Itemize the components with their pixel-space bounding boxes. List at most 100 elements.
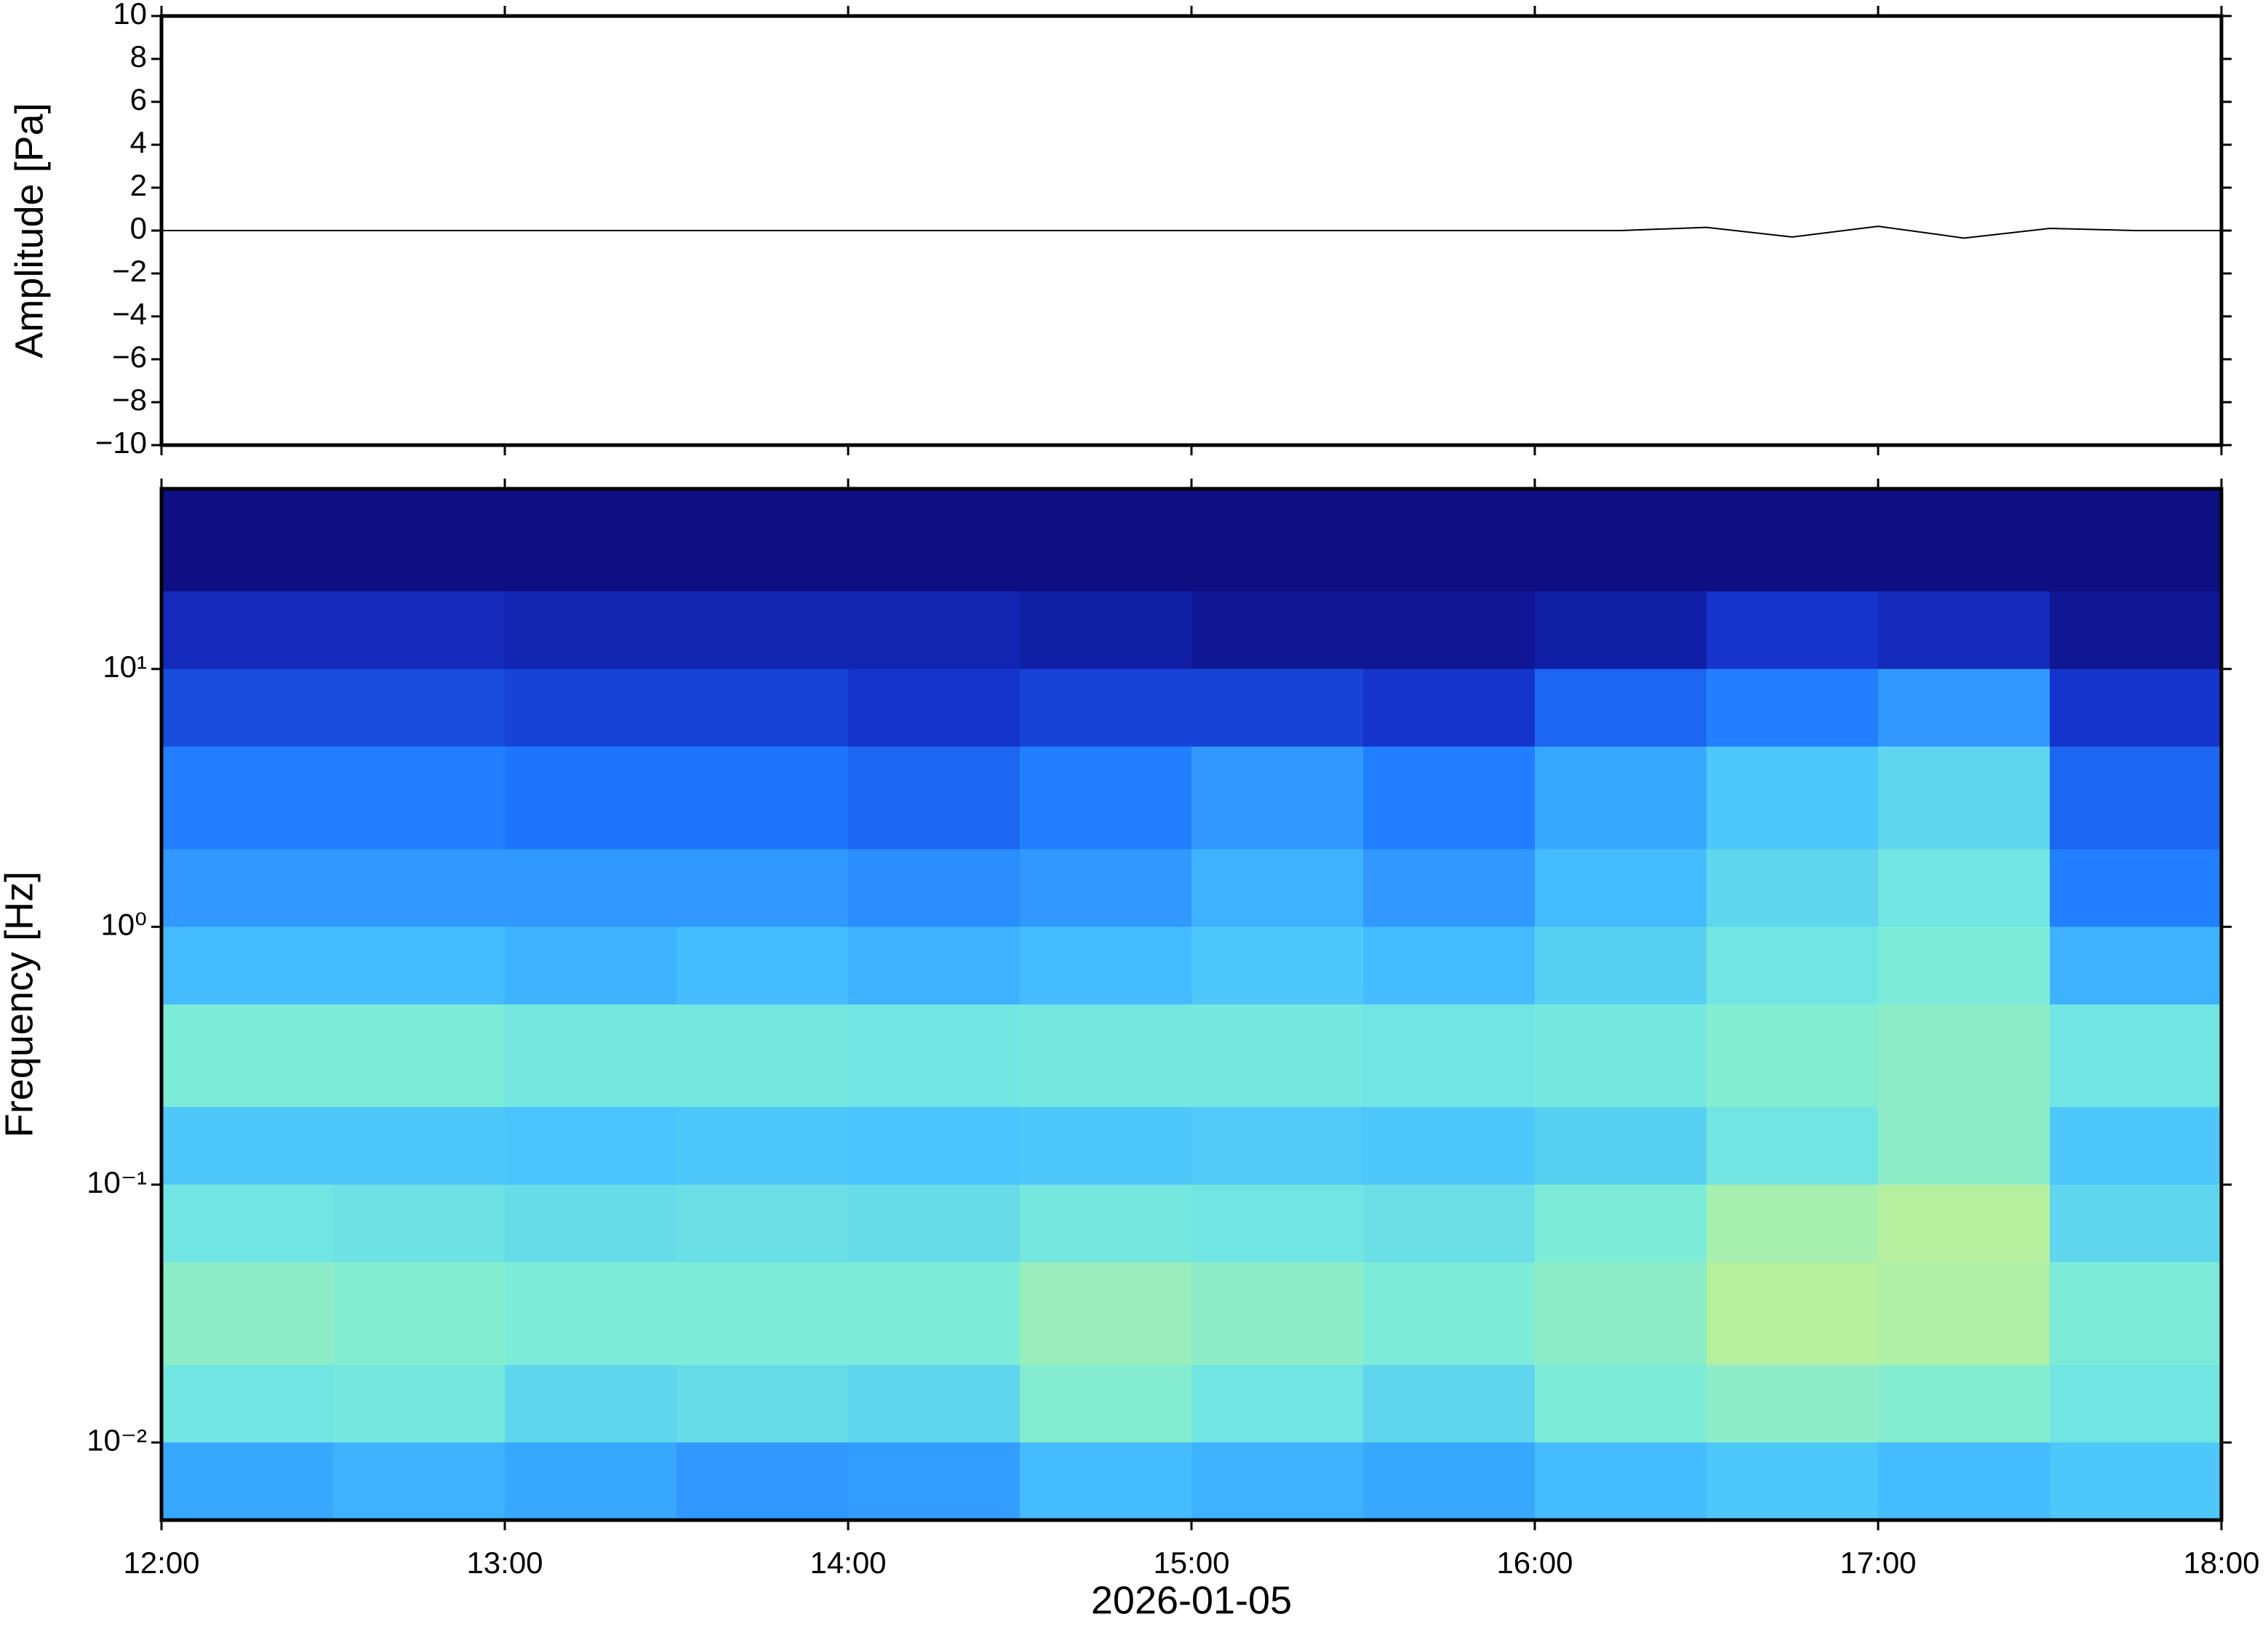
heatmap-cell: [1363, 1184, 1536, 1263]
heatmap-cell: [1191, 1004, 1364, 1108]
heatmap-cell: [676, 1262, 849, 1366]
y-tick-label: 10⁰: [100, 907, 147, 941]
x-axis-label: 2026-01-05: [1091, 1578, 1292, 1622]
heatmap-cell: [1535, 591, 1707, 670]
heatmap-cell: [676, 1442, 849, 1521]
y-tick-label: 10¹: [103, 649, 147, 684]
heatmap-cell: [2050, 1107, 2222, 1186]
heatmap-cell: [505, 591, 677, 670]
heatmap-cell: [1363, 849, 1536, 927]
heatmap-cell: [1706, 746, 1879, 850]
heatmap-cell: [1020, 1442, 1192, 1521]
heatmap-cell: [1706, 1364, 1879, 1443]
x-tick-label: 14:00: [810, 1546, 886, 1580]
heatmap-cell: [2050, 849, 2222, 927]
heatmap-cell: [676, 1364, 849, 1443]
heatmap-cell: [1020, 489, 1192, 592]
heatmap-cell: [333, 1004, 506, 1108]
heatmap-cell: [1878, 1262, 2051, 1366]
y-tick-label: 10⁻¹: [87, 1165, 147, 1199]
heatmap-cell: [505, 668, 677, 747]
heatmap-cell: [1878, 1364, 2051, 1443]
y-tick-label: −4: [112, 297, 147, 331]
heatmap-cell: [161, 1004, 334, 1108]
heatmap-cell: [848, 1262, 1021, 1366]
heatmap-cell: [1363, 1004, 1536, 1108]
heatmap-cell: [161, 591, 334, 670]
heatmap-cell: [848, 489, 1021, 592]
heatmap-cell: [1363, 927, 1536, 1005]
heatmap-cell: [1020, 927, 1192, 1005]
heatmap-cell: [161, 668, 334, 747]
heatmap-cell: [2050, 1262, 2222, 1366]
heatmap-cell: [2050, 1442, 2222, 1521]
heatmap-cell: [1878, 927, 2051, 1005]
heatmap-cell: [848, 1442, 1021, 1521]
heatmap-cell: [1535, 849, 1707, 927]
heatmap-cell: [1535, 1184, 1707, 1263]
y-tick-label: −6: [112, 340, 147, 374]
heatmap-cell: [1191, 1184, 1364, 1263]
heatmap-cell: [161, 1107, 334, 1186]
heatmap-cell: [333, 1442, 506, 1521]
y-tick-label: 10: [113, 0, 147, 31]
heatmap-cell: [1191, 591, 1364, 670]
heatmap-cell: [1363, 1364, 1536, 1443]
heatmap-cell: [505, 927, 677, 1005]
heatmap-cell: [333, 1262, 506, 1366]
heatmap-cell: [1363, 668, 1536, 747]
y-tick-label: 8: [130, 39, 147, 73]
heatmap-cell: [505, 1262, 677, 1366]
heatmap-cell: [1878, 1004, 2051, 1108]
heatmap-cell: [333, 591, 506, 670]
heatmap-cell: [1363, 489, 1536, 592]
heatmap-cell: [1363, 1262, 1536, 1366]
heatmap-cell: [1706, 1107, 1879, 1186]
heatmap-cell: [1363, 1442, 1536, 1521]
heatmap-cell: [2050, 927, 2222, 1005]
y-axis-label: Frequency [Hz]: [0, 871, 41, 1138]
heatmap-cell: [333, 668, 506, 747]
heatmap-cell: [1020, 1184, 1192, 1263]
heatmap-cell: [1020, 1364, 1192, 1443]
heatmap-cell: [848, 1364, 1021, 1443]
heatmap-cell: [676, 1004, 849, 1108]
heatmap-cell: [676, 668, 849, 747]
heatmap-cell: [1020, 591, 1192, 670]
heatmap-cell: [161, 1442, 334, 1521]
heatmap-cell: [1706, 849, 1879, 927]
heatmap-cell: [1706, 1442, 1879, 1521]
heatmap-cell: [161, 849, 334, 927]
heatmap-cell: [1191, 1364, 1364, 1443]
heatmap-cell: [1191, 1107, 1364, 1186]
heatmap-cell: [1878, 1107, 2051, 1186]
heatmap-cell: [1535, 489, 1707, 592]
heatmap-cell: [1878, 849, 2051, 927]
heatmap-cell: [1020, 1107, 1192, 1186]
heatmap-cell: [333, 489, 506, 592]
heatmap-cell: [505, 1184, 677, 1263]
y-tick-label: −8: [112, 383, 147, 417]
heatmap-cell: [505, 1442, 677, 1521]
y-axis-label: Amplitude [Pa]: [7, 103, 51, 358]
y-tick-label: 4: [130, 125, 147, 159]
heatmap-cell: [505, 1107, 677, 1186]
heatmap-cell: [848, 1107, 1021, 1186]
heatmap-cell: [2050, 591, 2222, 670]
heatmap-cell: [848, 668, 1021, 747]
heatmap-cell: [1535, 1004, 1707, 1108]
heatmap-cell: [676, 927, 849, 1005]
y-tick-label: 6: [130, 82, 147, 116]
heatmap-cell: [161, 489, 334, 592]
heatmap-cell: [333, 849, 506, 927]
heatmap-cell: [1878, 489, 2051, 592]
heatmap-cell: [1191, 1262, 1364, 1366]
heatmap-cell: [676, 489, 849, 592]
heatmap-cell: [1191, 746, 1364, 850]
heatmap-cell: [1535, 1442, 1707, 1521]
heatmap-cell: [333, 1107, 506, 1186]
heatmap-cell: [676, 849, 849, 927]
heatmap-cell: [1191, 668, 1364, 747]
heatmap-cell: [848, 746, 1021, 850]
heatmap-cell: [2050, 489, 2222, 592]
